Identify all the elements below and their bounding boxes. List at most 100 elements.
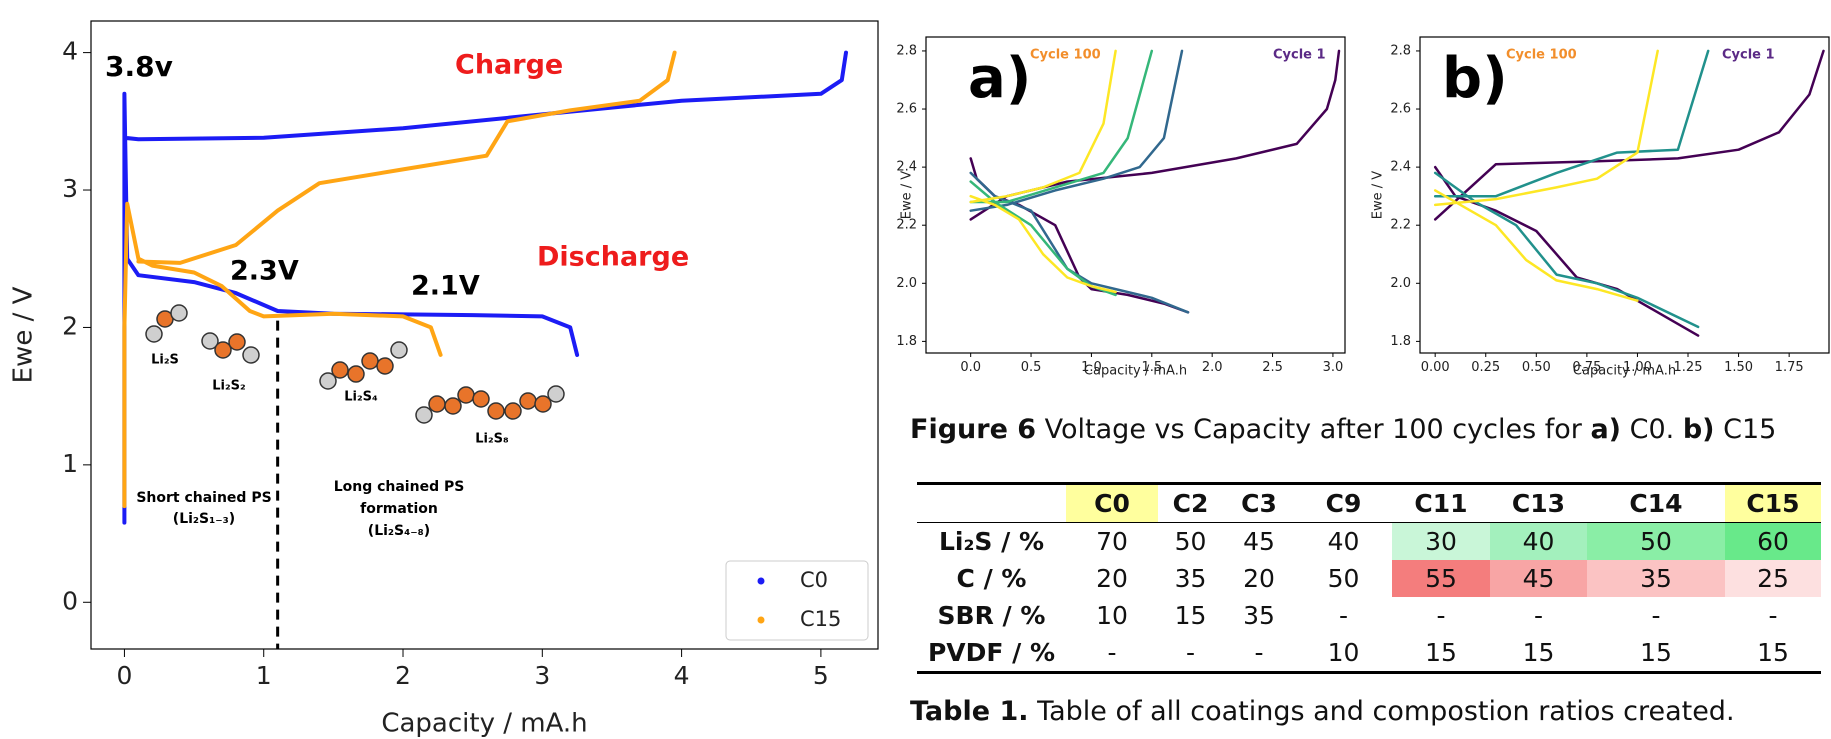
legend-box xyxy=(725,560,869,641)
column-header: C0 xyxy=(1066,483,1158,523)
table-cell: - xyxy=(1436,601,1446,630)
y-tick-label: 2.0 xyxy=(1390,276,1411,291)
table-cell: 20 xyxy=(1096,564,1128,593)
y-tick-label: 2.6 xyxy=(896,102,917,117)
table-row: PVDF / % - - - 10 15 15 15 15 xyxy=(917,634,1821,673)
table-cell: 60 xyxy=(1725,522,1821,560)
annotation: Li₂S xyxy=(151,353,179,368)
column-header: C2 xyxy=(1158,483,1223,523)
table-row: SBR / % 10 15 35 - - - - - xyxy=(917,597,1821,634)
table-cell: 15 xyxy=(1757,638,1789,667)
y-tick-label: 2.2 xyxy=(1390,218,1411,233)
annotation: Charge xyxy=(455,50,563,81)
y-tick-label: 2.4 xyxy=(896,160,917,175)
molecule-atom xyxy=(547,385,565,403)
composition-table: C0 C2 C3 C9 C11 C13 C14 C15 Li₂S / % 70 50 45 40 30 4… xyxy=(917,482,1821,674)
table-row: C / % 20 35 20 50 55 45 35 25 xyxy=(917,560,1821,597)
y-tick-label: 4 xyxy=(62,37,78,66)
x-tick-label: 0.0 xyxy=(960,360,981,375)
x-tick-label: 0.25 xyxy=(1471,360,1500,375)
molecule-atom xyxy=(228,333,246,351)
row-label: Li₂S / % xyxy=(938,527,1045,556)
series-line xyxy=(122,50,677,509)
annotation: Cycle 1 xyxy=(1722,48,1775,63)
table-cell: 15 xyxy=(1522,638,1555,667)
caption-run: Voltage vs Capacity after 100 cycles for xyxy=(1044,414,1582,445)
annotation: (Li₂S₄₋₈) xyxy=(368,523,430,539)
table-cell: 50 xyxy=(1174,527,1207,556)
molecule-atom xyxy=(428,395,446,413)
column-header: C11 xyxy=(1392,483,1490,523)
plot-frame xyxy=(1419,36,1830,354)
annotation: formation xyxy=(360,501,438,517)
table-cell: 50 xyxy=(1327,564,1360,593)
annotation: Li₂S₈ xyxy=(475,432,509,447)
molecule-atom xyxy=(319,372,337,390)
caption-run: C0. xyxy=(1629,414,1675,445)
x-tick-label: 1.50 xyxy=(1724,360,1753,375)
table-cell: - xyxy=(1338,601,1349,630)
x-axis-label: Capacity / mA.h xyxy=(1573,364,1676,379)
table-row: Li₂S / % 70 50 45 40 30 40 50 60 xyxy=(917,522,1821,560)
table-cell: 35 xyxy=(1174,564,1207,593)
molecule-atom xyxy=(170,304,188,322)
x-tick-label: 2.0 xyxy=(1202,360,1223,375)
y-tick-label: 2.6 xyxy=(1390,102,1411,117)
column-header: C9 xyxy=(1295,483,1392,523)
molecule-atom xyxy=(504,402,522,420)
table-cell: 20 xyxy=(1243,564,1275,593)
series-line xyxy=(1433,49,1659,302)
x-tick-label: 0.75 xyxy=(1572,360,1601,375)
y-tick-label: 1.8 xyxy=(1390,334,1411,349)
molecule-atom xyxy=(415,406,433,424)
x-tick-label: 0 xyxy=(116,661,132,690)
figure-caption: Figure 6 Voltage vs Capacity after 100 c… xyxy=(910,414,1776,445)
x-axis-label: Capacity / mA.h xyxy=(381,709,587,739)
annotation: 2.3V xyxy=(230,256,299,287)
x-tick-label: 2 xyxy=(395,661,411,690)
series-line xyxy=(122,50,848,525)
y-tick-label: 2 xyxy=(62,311,78,340)
caption-run: C15 xyxy=(1723,414,1777,445)
x-tick-label: 1 xyxy=(256,661,272,690)
legend-marker xyxy=(757,616,765,624)
molecule-atom xyxy=(376,357,394,375)
x-tick-label: 1.75 xyxy=(1775,360,1804,375)
molecule-atom xyxy=(201,332,219,350)
x-tick-label: 1.5 xyxy=(1141,360,1162,375)
molecule-atom xyxy=(145,325,163,343)
y-tick-label: 0 xyxy=(62,586,78,615)
x-tick-label: 1.00 xyxy=(1623,360,1652,375)
molecule-atom xyxy=(361,352,379,370)
plot-frame xyxy=(90,20,879,650)
caption-run: Table 1. xyxy=(910,696,1029,727)
annotation: Li₂S₂ xyxy=(212,379,246,394)
molecule-atom xyxy=(347,365,365,383)
annotation: Long chained PS xyxy=(334,479,465,495)
molecule-atom xyxy=(472,390,490,408)
table-cell: 30 xyxy=(1392,522,1490,560)
table-header-row: C0 C2 C3 C9 C11 C13 C14 C15 xyxy=(917,483,1821,523)
table-cell: 15 xyxy=(1174,601,1207,630)
annotation: Li₂S₄ xyxy=(344,390,378,405)
table-cell: - xyxy=(1107,638,1117,667)
molecule-atom xyxy=(444,397,462,415)
y-tick-label: 2.0 xyxy=(896,276,917,291)
table-caption: Table 1. Table of all coatings and compo… xyxy=(910,696,1735,727)
row-label: SBR / % xyxy=(937,601,1046,630)
plot-frame xyxy=(925,36,1346,354)
legend-label: C15 xyxy=(800,607,841,631)
annotation: Cycle 100 xyxy=(1030,48,1101,63)
table-cell: - xyxy=(1533,601,1544,630)
legend-label: C0 xyxy=(800,568,828,592)
annotation: b) xyxy=(1442,46,1508,111)
x-tick-label: 1.0 xyxy=(1081,360,1102,375)
series-line xyxy=(969,49,1117,294)
molecule-atom xyxy=(214,341,232,359)
row-label: PVDF / % xyxy=(927,638,1056,667)
y-axis-label: Ewe / V xyxy=(900,171,915,219)
caption-run: b) xyxy=(1682,414,1715,445)
table-cell: 10 xyxy=(1096,601,1128,630)
table-cell: - xyxy=(1651,601,1661,630)
